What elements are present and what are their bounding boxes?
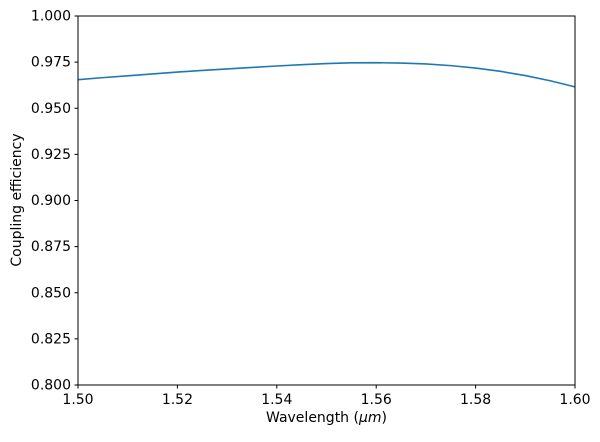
y-tick-label: 1.000 xyxy=(31,9,71,25)
y-tick-label: 0.925 xyxy=(31,147,71,163)
x-tick-label: 1.58 xyxy=(460,392,491,408)
series-layer xyxy=(77,61,576,88)
y-tick-label: 0.800 xyxy=(31,378,71,394)
y-tick-label: 0.875 xyxy=(31,239,71,255)
axis-ticks: 1.50 1.52 1.54 1.56 1.58 1.60 0.800 0.825 0.850 0… xyxy=(31,9,591,409)
y-tick-label: 0.825 xyxy=(31,331,71,347)
y-tick-label: 0.850 xyxy=(31,285,71,301)
x-axis-label-text: Wavelength (μm) xyxy=(266,410,387,426)
x-axis-label: Wavelength (μm) xyxy=(0,410,600,426)
y-tick-label: 0.975 xyxy=(31,55,71,71)
x-axis-label-suffix: ) xyxy=(381,410,387,426)
y-axis-label: Coupling efficiency xyxy=(9,133,25,267)
x-tick-label: 1.56 xyxy=(361,392,392,408)
y-tick-label: 0.900 xyxy=(31,193,71,209)
x-tick-label: 1.60 xyxy=(559,392,590,408)
plot-frame xyxy=(77,15,576,386)
x-axis-label-prefix: Wavelength ( xyxy=(266,410,359,426)
x-axis-label-unit: μm xyxy=(358,410,382,426)
x-tick-label: 1.50 xyxy=(62,392,93,408)
series-line xyxy=(77,61,576,88)
y-tick-label: 0.950 xyxy=(31,101,71,117)
x-tick-label: 1.52 xyxy=(162,392,193,408)
x-tick-label: 1.54 xyxy=(261,392,292,408)
